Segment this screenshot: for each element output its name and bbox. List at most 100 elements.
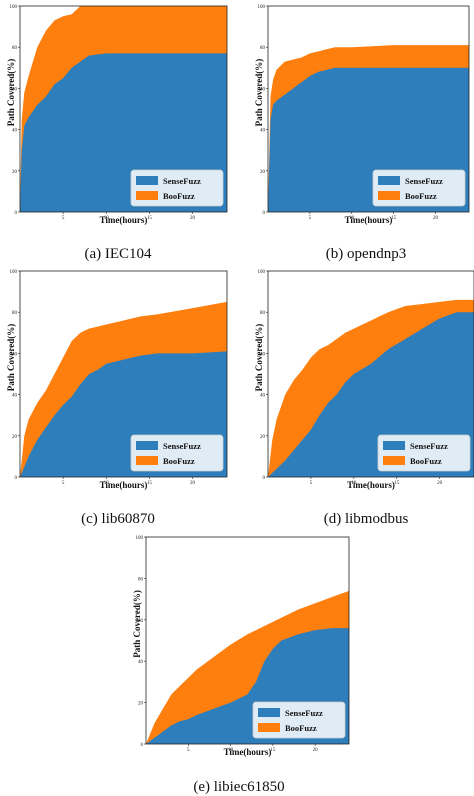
subfigure-caption: (d) libmodbus xyxy=(324,511,409,527)
chart-panel: 5 10 15 20 0 20 40 60 80 100 Time(hours) Path Cover… xyxy=(6,270,228,527)
legend-swatch xyxy=(258,708,280,717)
x-tick-label: 20 xyxy=(313,748,319,753)
x-tick-label: 10 xyxy=(104,481,110,486)
chart-panel: 5 10 15 20 0 20 40 60 80 100 Time(hours) Path Cover… xyxy=(254,5,470,262)
y-tick-label: 100 xyxy=(10,5,18,10)
x-tick-label: 20 xyxy=(437,481,443,486)
y-tick-label: 60 xyxy=(260,352,266,357)
x-axis-label: Time(hours) xyxy=(224,747,272,757)
legend-swatch xyxy=(378,176,400,185)
x-tick-label: 5 xyxy=(62,481,65,486)
plot-frame xyxy=(267,5,470,213)
y-tick-label: 60 xyxy=(138,619,144,624)
y-tick-label: 80 xyxy=(12,46,18,51)
legend-label: BooFuzz xyxy=(163,456,195,466)
y-tick-label: 40 xyxy=(12,394,18,399)
legend-label: SenseFuzz xyxy=(285,708,323,718)
y-tick-label: 60 xyxy=(12,352,18,357)
x-tick-label: 10 xyxy=(104,216,110,221)
y-tick-label: 100 xyxy=(10,270,18,275)
y-tick-label: 80 xyxy=(260,46,266,51)
legend: SenseFuzz BooFuzz xyxy=(130,169,224,207)
legend-swatch xyxy=(136,176,158,185)
legend-label: BooFuzz xyxy=(405,191,437,201)
y-tick-label: 0 xyxy=(263,211,266,216)
y-tick-label: 20 xyxy=(12,435,18,440)
subfigure-caption: (a) IEC104 xyxy=(84,246,152,262)
x-tick-label: 10 xyxy=(349,216,355,221)
x-tick-label: 20 xyxy=(190,481,196,486)
x-axis-label: Time(hours) xyxy=(347,480,395,490)
legend-swatch xyxy=(383,456,405,465)
y-tick-label: 100 xyxy=(136,536,144,541)
legend-swatch xyxy=(136,456,158,465)
x-tick-label: 20 xyxy=(190,216,196,221)
x-tick-label: 10 xyxy=(228,748,234,753)
legend-label: SenseFuzz xyxy=(405,176,443,186)
x-tick-label: 5 xyxy=(310,481,313,486)
x-tick-label: 15 xyxy=(394,481,400,486)
y-tick-label: 40 xyxy=(260,394,266,399)
y-axis-label: Path Covered(%) xyxy=(254,59,264,127)
legend-label: BooFuzz xyxy=(285,723,317,733)
y-tick-label: 100 xyxy=(258,270,266,275)
legend-label: BooFuzz xyxy=(410,456,442,466)
y-tick-label: 40 xyxy=(12,129,18,134)
subfigure-caption: (c) lib60870 xyxy=(81,511,155,527)
y-tick-label: 60 xyxy=(260,87,266,92)
legend-label: SenseFuzz xyxy=(163,176,201,186)
legend-swatch xyxy=(136,441,158,450)
plot-frame xyxy=(145,536,350,745)
y-tick-label: 80 xyxy=(12,311,18,316)
legend-label: SenseFuzz xyxy=(163,441,201,451)
y-axis-label: Path Covered(%) xyxy=(132,590,142,658)
y-tick-label: 80 xyxy=(138,577,144,582)
plot-frame xyxy=(19,5,228,213)
y-tick-label: 0 xyxy=(15,476,18,481)
legend: SenseFuzz BooFuzz xyxy=(377,434,471,472)
x-axis-label: Time(hours) xyxy=(100,215,148,225)
y-tick-label: 20 xyxy=(138,702,144,707)
x-tick-label: 15 xyxy=(147,481,153,486)
legend-swatch xyxy=(378,191,400,200)
legend-swatch xyxy=(258,723,280,732)
y-tick-label: 0 xyxy=(263,476,266,481)
subfigure-caption: (e) libiec61850 xyxy=(193,779,284,795)
y-tick-label: 60 xyxy=(12,87,18,92)
x-tick-label: 5 xyxy=(62,216,65,221)
chart-panel: 5 10 15 20 0 20 40 60 80 100 Time(hours) Path Cover… xyxy=(254,270,474,527)
legend-swatch xyxy=(136,191,158,200)
x-tick-label: 15 xyxy=(147,216,153,221)
y-tick-label: 40 xyxy=(260,129,266,134)
y-axis-label: Path Covered(%) xyxy=(254,324,264,392)
subfigure-caption: (b) opendnp3 xyxy=(326,246,406,262)
plot-frame xyxy=(19,270,228,478)
chart-panel: 5 10 15 20 0 20 40 60 80 100 Time(hours) Path Cover… xyxy=(6,5,228,262)
plot-frame xyxy=(267,270,474,478)
y-axis-label: Path Covered(%) xyxy=(6,324,16,392)
x-tick-label: 15 xyxy=(270,748,276,753)
y-tick-label: 0 xyxy=(141,743,144,748)
y-tick-label: 20 xyxy=(12,170,18,175)
y-tick-label: 20 xyxy=(260,435,266,440)
x-axis-label: Time(hours) xyxy=(345,215,393,225)
y-tick-label: 100 xyxy=(258,5,266,10)
legend: SenseFuzz BooFuzz xyxy=(372,169,466,207)
legend-label: BooFuzz xyxy=(163,191,195,201)
x-tick-label: 15 xyxy=(391,216,397,221)
legend-swatch xyxy=(383,441,405,450)
x-tick-label: 5 xyxy=(187,748,190,753)
y-tick-label: 40 xyxy=(138,660,144,665)
legend: SenseFuzz BooFuzz xyxy=(252,701,346,739)
y-tick-label: 80 xyxy=(260,311,266,316)
y-tick-label: 0 xyxy=(15,211,18,216)
y-tick-label: 20 xyxy=(260,170,266,175)
legend-label: SenseFuzz xyxy=(410,441,448,451)
x-tick-label: 5 xyxy=(309,216,312,221)
x-tick-label: 10 xyxy=(351,481,357,486)
y-axis-label: Path Covered(%) xyxy=(6,59,16,127)
chart-panel: 5 10 15 20 0 20 40 60 80 100 Time(hours) Path Cover… xyxy=(132,536,350,795)
legend: SenseFuzz BooFuzz xyxy=(130,434,224,472)
x-tick-label: 20 xyxy=(433,216,439,221)
